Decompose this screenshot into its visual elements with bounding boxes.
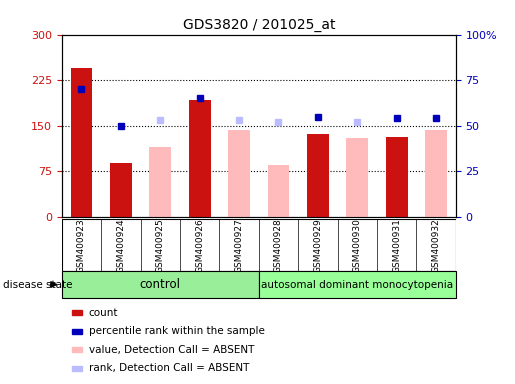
Bar [71,68,92,217]
Text: disease state: disease state [3,280,72,290]
Text: GSM400930: GSM400930 [353,218,362,273]
Text: GSM400928: GSM400928 [274,218,283,273]
Text: autosomal dominant monocytopenia: autosomal dominant monocytopenia [261,280,453,290]
Bar [386,137,407,217]
Text: GSM400925: GSM400925 [156,218,165,273]
Bar [347,138,368,217]
Bar [62,271,259,298]
Text: GSM400924: GSM400924 [116,218,125,273]
Bar [189,99,211,217]
Text: GSM400929: GSM400929 [314,218,322,273]
Title: GDS3820 / 201025_at: GDS3820 / 201025_at [182,18,335,32]
Text: GSM400923: GSM400923 [77,218,86,273]
Bar [425,130,447,217]
Text: value, Detection Call = ABSENT: value, Detection Call = ABSENT [89,345,254,355]
Bar [110,164,132,217]
Bar [307,134,329,217]
Bar [228,130,250,217]
Text: control: control [140,278,181,291]
Bar [259,271,456,298]
Text: GSM400927: GSM400927 [235,218,244,273]
Text: rank, Detection Call = ABSENT: rank, Detection Call = ABSENT [89,363,249,373]
Bar [268,165,289,217]
Bar [149,147,171,217]
Text: GSM400931: GSM400931 [392,218,401,273]
Text: percentile rank within the sample: percentile rank within the sample [89,326,265,336]
Text: count: count [89,308,118,318]
Text: GSM400926: GSM400926 [195,218,204,273]
Text: GSM400932: GSM400932 [432,218,440,273]
